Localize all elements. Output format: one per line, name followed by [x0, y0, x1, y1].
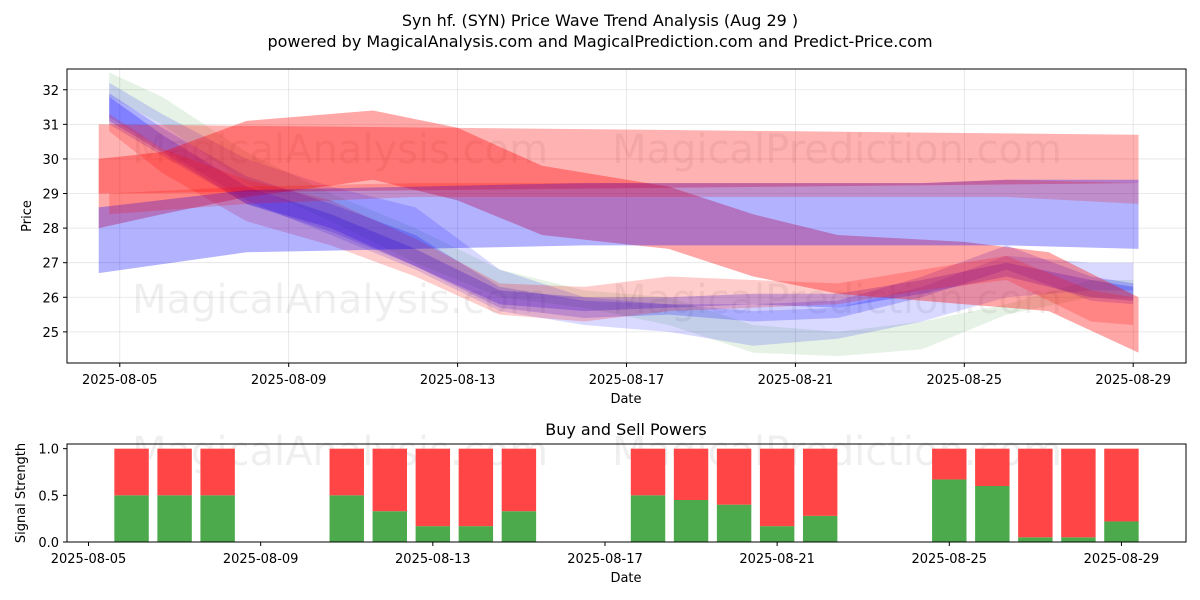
buy-bar	[932, 479, 967, 542]
price-x-tick-label: 2025-08-29	[1095, 373, 1171, 388]
signal-plot-frame	[66, 443, 1187, 543]
signal-x-tick-label: 2025-08-29	[1084, 552, 1160, 567]
price-y-tick-label: 29	[42, 188, 59, 203]
signal-title: Buy and Sell Powers	[545, 420, 707, 439]
sell-bar	[415, 448, 451, 527]
signal-x-ticks: 2025-08-05 2025-08-09 2025-08-13 2025-08-17…	[51, 542, 1159, 567]
price-y-tick-label: 25	[42, 326, 59, 341]
price-y-tick-label: 31	[42, 118, 59, 133]
sell-bar	[975, 448, 1010, 486]
signal-x-label: Date	[610, 571, 641, 586]
price-band-blue	[109, 82, 1134, 346]
sell-bar	[1104, 448, 1139, 522]
sell-bar	[716, 448, 752, 505]
buy-bar	[501, 511, 537, 542]
signal-x-tick-label: 2025-08-05	[51, 552, 127, 567]
buy-bar	[673, 500, 709, 542]
watermark-mid-left: MagicalAnalysis.com	[132, 277, 548, 323]
buy-bar	[415, 526, 451, 542]
buy-bar	[200, 495, 235, 542]
price-band-blue	[109, 93, 1134, 322]
signal-x-tick-label: 2025-08-25	[912, 552, 988, 567]
sell-bar	[200, 448, 235, 496]
price-x-tick-label: 2025-08-21	[758, 373, 834, 388]
sell-bar	[630, 448, 666, 496]
price-x-tick-label: 2025-08-17	[589, 373, 665, 388]
buy-bar	[975, 486, 1010, 542]
price-x-tick-label: 2025-08-09	[251, 373, 327, 388]
price-band-red	[109, 114, 1134, 325]
price-plot: MagicalAnalysis.com MagicalPrediction.co…	[20, 68, 1187, 407]
sell-bar	[372, 448, 408, 512]
buy-bar	[630, 495, 666, 542]
signal-bars	[114, 448, 1139, 542]
signal-y-tick-label: 0.0	[38, 536, 59, 551]
price-y-tick-label: 26	[42, 291, 59, 306]
sell-bar	[1018, 448, 1053, 538]
sell-bar	[157, 448, 192, 496]
buy-bar	[114, 495, 149, 542]
price-y-tick-label: 27	[42, 257, 59, 272]
signal-x-tick-label: 2025-08-21	[739, 552, 815, 567]
price-x-tick-label: 2025-08-13	[420, 373, 496, 388]
chart-title: Syn hf. (SYN) Price Wave Trend Analysis …	[402, 11, 798, 30]
sell-bar	[802, 448, 838, 516]
buy-bar	[372, 511, 408, 542]
price-band-red	[98, 110, 1139, 353]
buy-bar	[802, 515, 838, 542]
signal-x-tick-label: 2025-08-09	[223, 552, 299, 567]
price-band-red	[109, 179, 1139, 215]
watermark-mid-right: MagicalPrediction.com	[612, 277, 1062, 323]
sell-bar	[673, 448, 709, 500]
price-bands	[98, 72, 1139, 357]
watermark-top-right: MagicalPrediction.com	[612, 127, 1062, 173]
signal-y-ticks: 0.0 0.5 1.0	[38, 443, 67, 551]
buy-bar	[1061, 537, 1096, 542]
price-y-tick-label: 30	[42, 153, 59, 168]
sell-bar	[458, 448, 494, 527]
buy-bar	[759, 526, 795, 542]
sell-bar	[114, 448, 149, 496]
price-y-tick-label: 32	[42, 84, 59, 99]
price-band-red	[98, 124, 1139, 194]
price-x-label: Date	[610, 392, 641, 407]
price-band-green	[109, 72, 1134, 357]
price-x-tick-label: 2025-08-25	[927, 373, 1003, 388]
buy-bar	[716, 504, 752, 542]
buy-bar	[157, 495, 192, 542]
price-x-tick-label: 2025-08-05	[82, 373, 158, 388]
signal-y-label: Signal Strength	[14, 443, 29, 543]
price-band-blue	[98, 179, 1139, 274]
sell-bar	[759, 448, 795, 527]
chart-subtitle: powered by MagicalAnalysis.com and Magic…	[267, 32, 932, 51]
signal-y-tick-label: 0.5	[38, 489, 59, 504]
signal-plot: Buy and Sell Powers MagicalAnalysis.com …	[14, 420, 1187, 586]
buy-bar	[329, 495, 364, 542]
watermark-top-left: MagicalAnalysis.com	[132, 127, 548, 173]
price-grid	[67, 69, 1186, 363]
price-y-tick-label: 28	[42, 222, 59, 237]
buy-bar	[1018, 537, 1053, 542]
sell-bar	[932, 448, 967, 480]
sell-bar	[501, 448, 537, 512]
sell-bar	[329, 448, 364, 496]
signal-y-tick-label: 1.0	[38, 443, 59, 458]
price-y-label: Price	[20, 200, 35, 232]
buy-bar	[458, 526, 494, 542]
buy-bar	[1104, 521, 1139, 542]
price-y-ticks: 25 26 27 28 29 30 31 32	[42, 84, 67, 341]
signal-x-tick-label: 2025-08-17	[567, 552, 643, 567]
sell-bar	[1061, 448, 1096, 538]
signal-x-tick-label: 2025-08-13	[395, 552, 471, 567]
price-x-ticks: 2025-08-05 2025-08-09 2025-08-13 2025-08-17…	[82, 363, 1171, 388]
